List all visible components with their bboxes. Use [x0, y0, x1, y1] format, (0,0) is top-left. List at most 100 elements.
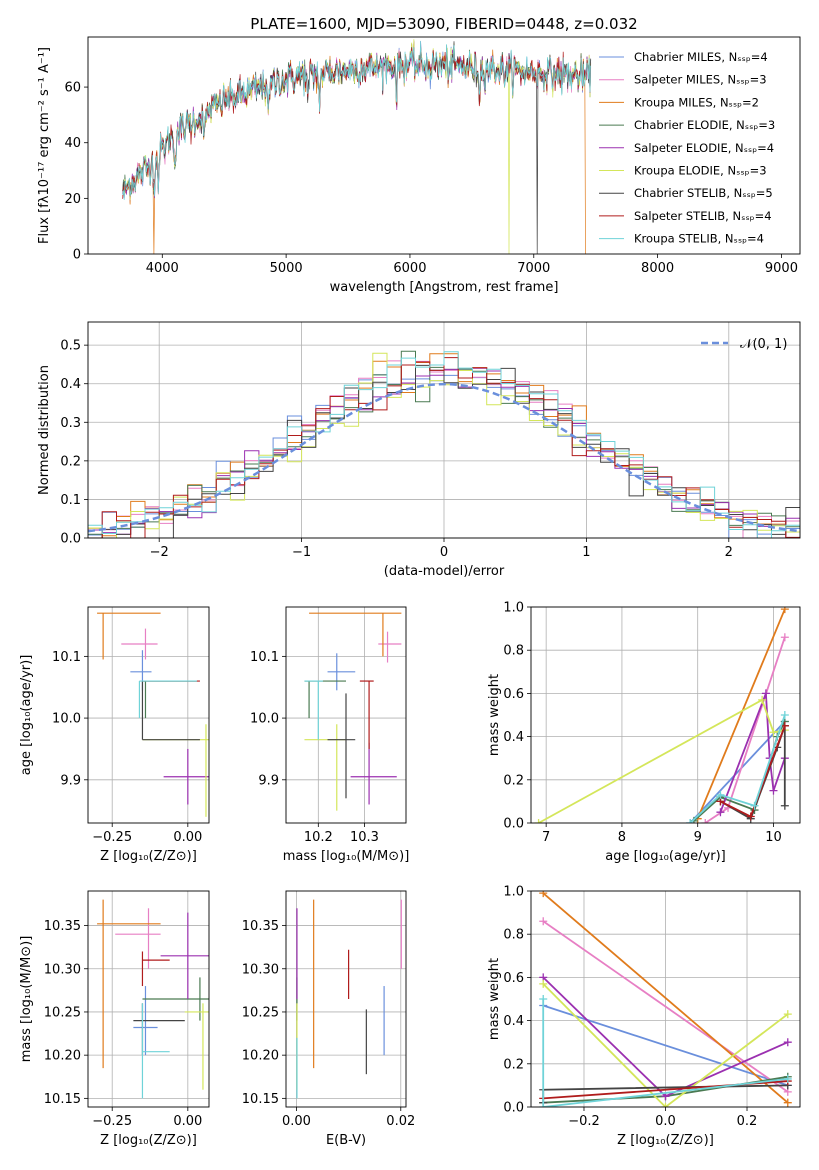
y-tick-label: 0.0 [503, 817, 524, 832]
axes-frame [87, 606, 210, 824]
legend-label: Salpeter MILES, Nₛₛₚ=3 [634, 73, 767, 87]
legend-label: Salpeter ELODIE, Nₛₛₚ=4 [634, 141, 774, 155]
y-axis-label: mass [log₁₀(M/M⊙)] [19, 936, 34, 1063]
y-tick-label: 1.0 [503, 885, 524, 900]
plus-marker [783, 1098, 792, 1107]
axes-frame [285, 890, 407, 1108]
y-tick-label: 0.2 [503, 773, 524, 788]
plus-marker [716, 790, 725, 799]
weight-line [542, 1004, 789, 1087]
plot-area [122, 39, 592, 254]
y-tick-label: 0.3 [60, 416, 81, 431]
legend-label: Chabrier STELIB, Nₛₛₚ=5 [634, 186, 773, 200]
plus-marker [539, 995, 548, 1003]
legend-label: Chabrier MILES, Nₛₛₚ=4 [634, 50, 768, 64]
y-tick-label: 10.0 [250, 712, 279, 727]
y-tick-label: 10.30 [242, 962, 279, 977]
x-tick-label: 8 [618, 830, 626, 845]
chart-weight_vs_age: 7 8 9 10 0.0 0.2 0.4 0.6 0.8 1.0 age [log₁₀(age/yr… [487, 601, 801, 864]
y-tick-label: 9.9 [60, 773, 81, 788]
y-tick-label: 0.8 [503, 644, 524, 659]
x-tick-label: 0.0 [655, 1114, 676, 1129]
y-tick-label: 10.20 [44, 1049, 81, 1064]
plus-marker [769, 728, 778, 737]
plot-area [97, 612, 209, 817]
y-tick-label: 1.0 [503, 601, 524, 616]
y-tick-label: 0.8 [503, 928, 524, 943]
x-tick-label: 4000 [146, 261, 179, 276]
plus-marker [780, 633, 789, 642]
plus-marker [686, 819, 695, 823]
x-tick-label: −0.25 [92, 1114, 132, 1129]
y-tick-label: 10.20 [242, 1049, 279, 1064]
plus-marker [661, 1103, 670, 1107]
weight-line [542, 920, 789, 1093]
plot-area [97, 899, 209, 1099]
y-axis-label: mass weight [487, 958, 502, 1040]
y-axis-label: age [log₁₀(age/yr)] [19, 655, 34, 776]
y-tick-label: 0.4 [60, 377, 81, 392]
plot-area [534, 607, 789, 823]
plus-marker [780, 721, 789, 730]
y-tick-label: 10.15 [44, 1092, 81, 1107]
legend-label: Salpeter STELIB, Nₛₛₚ=4 [634, 209, 772, 223]
plot-area [304, 612, 402, 811]
y-tick-label: 10.25 [242, 1005, 279, 1020]
x-tick-label: 0.00 [282, 1114, 311, 1129]
y-tick-label: 60 [64, 81, 81, 96]
plus-marker [780, 711, 789, 719]
plot-area [539, 891, 792, 1107]
y-tick-label: 0.2 [60, 454, 81, 469]
axes-frame [87, 890, 210, 1108]
y-tick-label: 0.4 [503, 730, 524, 745]
weight-line [542, 983, 789, 1107]
x-tick-label: 6000 [393, 261, 426, 276]
plus-marker [750, 801, 759, 810]
plus-marker [539, 917, 548, 926]
x-tick-label: 0.00 [173, 1114, 202, 1129]
legend-label: Chabrier ELODIE, Nₛₛₚ=3 [634, 118, 775, 132]
y-tick-label: 0.1 [60, 493, 81, 508]
x-tick-label: 10.2 [304, 830, 333, 845]
y-tick-label: 10.35 [44, 919, 81, 934]
y-tick-label: 0.4 [503, 1014, 524, 1029]
plus-marker [701, 819, 710, 823]
plus-marker [716, 808, 725, 817]
y-tick-label: 10.0 [52, 712, 81, 727]
legend: Chabrier MILES, Nₛₛₚ=4 Salpeter MILES, Nₛ… [599, 50, 775, 246]
plus-marker [758, 695, 767, 704]
x-tick-label: −0.25 [92, 830, 132, 845]
y-axis-label: mass weight [487, 674, 502, 756]
spectrum-line [122, 40, 592, 200]
x-axis-label: Z [log₁₀(Z/Z⊙)] [100, 1133, 197, 1148]
x-tick-label: 8000 [641, 261, 674, 276]
x-tick-label: 0.2 [737, 1114, 758, 1129]
x-tick-label: 0 [440, 545, 448, 560]
axes-frame [530, 890, 801, 1108]
plus-marker [783, 1010, 792, 1019]
figure-title: PLATE=1600, MJD=53090, FIBERID=0448, z=0… [250, 15, 637, 33]
x-tick-label: 10.3 [350, 830, 379, 845]
y-tick-label: 0.5 [60, 339, 81, 354]
y-tick-label: 10.35 [242, 919, 279, 934]
plus-marker [539, 1103, 548, 1107]
chart-age_vs_mass: 10.2 10.3 9.9 10.0 10.1 mass [log₁₀(M/M⊙)] [250, 606, 409, 864]
x-axis-label: Z [log₁₀(Z/Z⊙)] [100, 849, 197, 864]
y-axis-label: Flux [fλ10⁻¹⁷ erg cm⁻² s⁻¹ A⁻¹] [37, 47, 52, 244]
x-tick-label: 9 [694, 830, 702, 845]
x-axis-label: age [log₁₀(age/yr)] [605, 849, 726, 864]
chart-mass_vs_ebv: 0.00 0.02 10.15 10.20 10.25 10.30 10.35 E(B-V) [242, 890, 415, 1148]
x-tick-label: 1 [582, 545, 590, 560]
plus-marker [780, 607, 789, 614]
y-tick-label: 10.1 [52, 650, 81, 665]
plus-marker [761, 689, 770, 698]
x-tick-label: 0.02 [386, 1114, 415, 1129]
y-tick-label: 10.25 [44, 1005, 81, 1020]
x-tick-label: 7 [542, 830, 550, 845]
axes-frame [87, 36, 801, 255]
weight-line [696, 608, 786, 820]
y-tick-label: 9.9 [258, 773, 279, 788]
plus-marker [783, 1074, 792, 1083]
plus-marker [539, 891, 548, 898]
plus-marker [783, 1038, 792, 1047]
